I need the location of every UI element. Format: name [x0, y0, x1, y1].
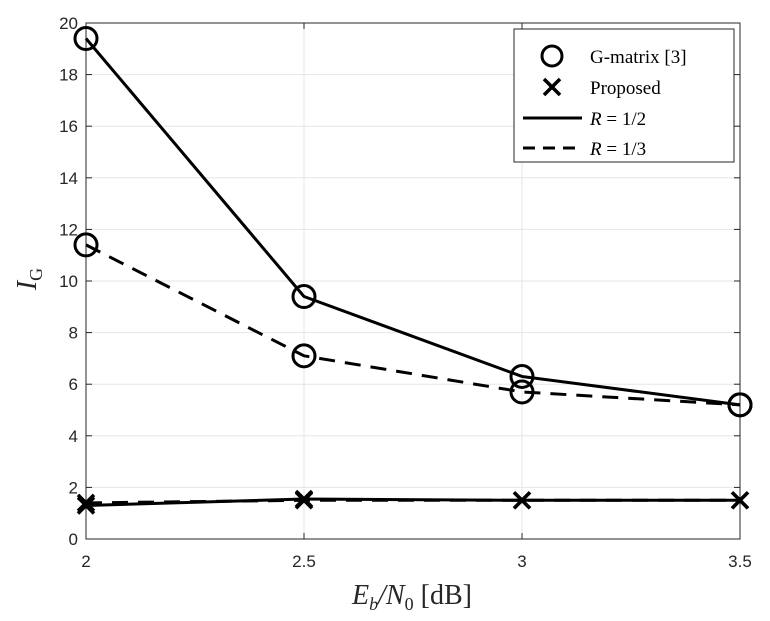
legend: G-matrix [3] Proposed R = 1/2 R = 1/3 — [513, 28, 735, 163]
y-tick-label: 12 — [59, 220, 78, 239]
data-point-circle — [291, 283, 317, 309]
series-line-0 — [84, 37, 741, 407]
legend-label-gmatrix: G-matrix [3] — [590, 47, 687, 68]
series-group — [73, 25, 753, 515]
data-point-x-stroke — [512, 491, 532, 510]
y-tick-label: 0 — [69, 530, 78, 549]
x-tick-label: 3.5 — [728, 552, 752, 571]
data-point-x — [76, 493, 96, 513]
series-line-3 — [85, 498, 740, 505]
data-point-x — [76, 496, 96, 515]
data-point-x-stroke — [294, 491, 314, 510]
legend-box — [513, 28, 735, 163]
legend-label-proposed: Proposed — [590, 78, 661, 99]
data-point-circle — [509, 379, 535, 405]
y-tick-label: 8 — [69, 324, 78, 343]
legend-circle-marker — [540, 44, 564, 68]
y-axis-title: IG — [12, 268, 46, 291]
y-tick-label: 20 — [59, 14, 78, 33]
data-point-circle — [73, 25, 99, 51]
x-tick-label: 2.5 — [292, 552, 316, 571]
data-point-circle — [727, 392, 753, 418]
y-tick-label: 16 — [59, 117, 78, 136]
data-point-x — [730, 491, 750, 510]
legend-label-r-third: R = 1/3 — [589, 139, 646, 160]
y-tick-label: 4 — [69, 427, 78, 446]
data-point-x-stroke — [76, 493, 96, 513]
data-point-circle — [509, 363, 535, 389]
x-axis-title: Eb/N0 [dB] — [351, 580, 472, 614]
y-tick-label: 2 — [69, 478, 78, 497]
y-tick-label: 18 — [59, 66, 78, 85]
x-tick-label: 3 — [517, 552, 526, 571]
x-tick-label: 2 — [81, 552, 90, 571]
legend-x-marker — [542, 77, 562, 97]
y-tick-label: 10 — [59, 272, 78, 291]
data-point-x — [512, 491, 532, 510]
y-tick-label: 14 — [59, 169, 78, 188]
series-line-1 — [85, 243, 741, 407]
axis-ticks — [85, 22, 741, 540]
data-point-circle — [291, 343, 317, 369]
data-point-x-stroke — [76, 496, 96, 515]
legend-label-r-half: R = 1/2 — [589, 109, 646, 130]
data-point-x-stroke — [730, 491, 750, 510]
y-tick-label: 6 — [69, 375, 78, 394]
data-point-x — [294, 491, 314, 510]
data-point-circle — [73, 232, 99, 258]
